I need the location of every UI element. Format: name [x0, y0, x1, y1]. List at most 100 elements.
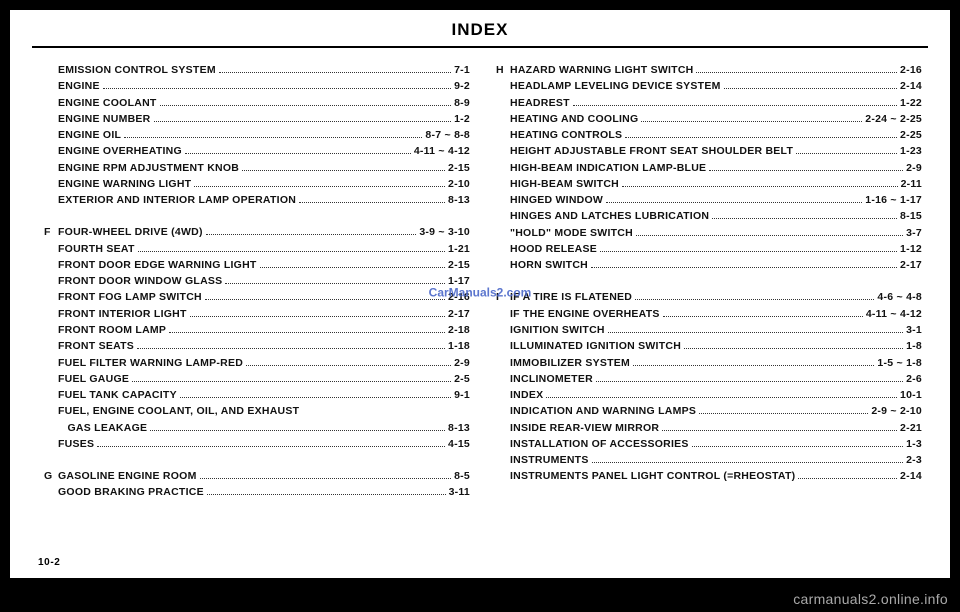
- footer-bar: carmanuals2.online.info: [0, 588, 960, 612]
- dot-leader: [573, 105, 897, 106]
- index-entry: HINGED WINDOW1-16 ~ 1-17: [496, 192, 922, 208]
- entry-page: 1-21: [448, 241, 470, 257]
- index-entry: HEATING CONTROLS2-25: [496, 127, 922, 143]
- entry-label: GAS LEAKAGE: [58, 420, 147, 436]
- entry-page: 2-17: [900, 257, 922, 273]
- entry-label: HEADREST: [510, 95, 570, 111]
- entry-label: ENGINE WARNING LIGHT: [58, 176, 191, 192]
- dot-leader: [546, 397, 897, 398]
- entry-label: INDICATION AND WARNING LAMPS: [510, 403, 696, 419]
- right-column: HHAZARD WARNING LIGHT SWITCH2-16HEADLAMP…: [496, 62, 922, 501]
- dot-leader: [150, 430, 445, 431]
- dot-leader: [242, 170, 445, 171]
- index-entry: HEIGHT ADJUSTABLE FRONT SEAT SHOULDER BE…: [496, 143, 922, 159]
- entry-page: 2-14: [900, 468, 922, 484]
- index-entry: FOURTH SEAT1-21: [44, 241, 470, 257]
- dot-leader: [635, 299, 874, 300]
- index-entry: FRONT INTERIOR LIGHT2-17: [44, 306, 470, 322]
- entry-page: 7-1: [454, 62, 470, 78]
- entry-page: 1-8: [906, 338, 922, 354]
- dot-leader: [636, 235, 903, 236]
- index-entry: EXTERIOR AND INTERIOR LAMP OPERATION8-13: [44, 192, 470, 208]
- footer-text: carmanuals2.online.info: [793, 591, 948, 607]
- entry-label: FUEL TANK CAPACITY: [58, 387, 177, 403]
- dot-leader: [798, 478, 897, 479]
- dot-leader: [591, 267, 897, 268]
- entry-label: EMISSION CONTROL SYSTEM: [58, 62, 216, 78]
- entry-page: 1-12: [900, 241, 922, 257]
- entry-page: 3-1: [906, 322, 922, 338]
- dot-leader: [662, 430, 897, 431]
- entry-page: 2-18: [448, 322, 470, 338]
- dot-leader: [260, 267, 445, 268]
- index-entry: FUEL TANK CAPACITY9-1: [44, 387, 470, 403]
- entry-page: 3-9 ~ 3-10: [419, 224, 470, 240]
- entry-page: 2-14: [900, 78, 922, 94]
- entry-label: FRONT DOOR EDGE WARNING LIGHT: [58, 257, 257, 273]
- dot-leader: [103, 88, 451, 89]
- index-entry: HIGH-BEAM SWITCH2-11: [496, 176, 922, 192]
- index-entry: INCLINOMETER2-6: [496, 371, 922, 387]
- dot-leader: [606, 202, 862, 203]
- entry-page: 2-21: [900, 420, 922, 436]
- section-letter: F: [44, 224, 58, 240]
- dot-leader: [207, 494, 446, 495]
- index-entry: ENGINE 9-2: [44, 78, 470, 94]
- index-entry: ENGINE OIL8-7 ~ 8-8: [44, 127, 470, 143]
- entry-page: 9-2: [454, 78, 470, 94]
- entry-page: 1-5 ~ 1-8: [877, 355, 922, 371]
- dot-leader: [712, 218, 897, 219]
- entry-label: HORN SWITCH: [510, 257, 588, 273]
- entry-label: IF THE ENGINE OVERHEATS: [510, 306, 660, 322]
- index-entry: INDEX10-1: [496, 387, 922, 403]
- index-entry: FUEL GAUGE2-5: [44, 371, 470, 387]
- entry-page: 1-16 ~ 1-17: [865, 192, 922, 208]
- index-entry: INSTALLATION OF ACCESSORIES1-3: [496, 436, 922, 452]
- dot-leader: [699, 413, 868, 414]
- dot-leader: [663, 316, 863, 317]
- index-entry: HEATING AND COOLING2-24 ~ 2-25: [496, 111, 922, 127]
- entry-page: 2-16: [448, 289, 470, 305]
- entry-page: 4-15: [448, 436, 470, 452]
- dot-leader: [592, 462, 903, 463]
- entry-page: 1-17: [448, 273, 470, 289]
- index-entry: HHAZARD WARNING LIGHT SWITCH2-16: [496, 62, 922, 78]
- entry-label: IGNITION SWITCH: [510, 322, 605, 338]
- entry-label: INSTALLATION OF ACCESSORIES: [510, 436, 689, 452]
- index-entry: FUEL FILTER WARNING LAMP-RED2-9: [44, 355, 470, 371]
- index-entry: INDICATION AND WARNING LAMPS2-9 ~ 2-10: [496, 403, 922, 419]
- index-entry: HORN SWITCH 2-17: [496, 257, 922, 273]
- entry-page: 2-10: [448, 176, 470, 192]
- entry-label: ENGINE: [58, 78, 100, 94]
- entry-label: HEIGHT ADJUSTABLE FRONT SEAT SHOULDER BE…: [510, 143, 793, 159]
- dot-leader: [796, 153, 897, 154]
- entry-page: 8-7 ~ 8-8: [425, 127, 470, 143]
- index-entry: HEADREST 1-22: [496, 95, 922, 111]
- index-entry: IMMOBILIZER SYSTEM 1-5 ~ 1-8: [496, 355, 922, 371]
- entry-page: 2-16: [900, 62, 922, 78]
- entry-page: 2-6: [906, 371, 922, 387]
- entry-page: 8-5: [454, 468, 470, 484]
- dot-leader: [709, 170, 903, 171]
- entry-label: ILLUMINATED IGNITION SWITCH: [510, 338, 681, 354]
- section-spacer: [44, 452, 470, 468]
- index-entry: IGNITION SWITCH 3-1: [496, 322, 922, 338]
- entry-page: 8-15: [900, 208, 922, 224]
- entry-page: 2-9: [906, 160, 922, 176]
- entry-label: IMMOBILIZER SYSTEM: [510, 355, 630, 371]
- entry-page: 1-22: [900, 95, 922, 111]
- dot-leader: [185, 153, 411, 154]
- page-number: 10-2: [38, 557, 60, 568]
- entry-label: HIGH-BEAM INDICATION LAMP-BLUE: [510, 160, 706, 176]
- index-entry: FFOUR-WHEEL DRIVE (4WD)3-9 ~ 3-10: [44, 224, 470, 240]
- entry-label: FRONT DOOR WINDOW GLASS: [58, 273, 222, 289]
- entry-page: 4-11 ~ 4-12: [414, 143, 470, 159]
- entry-page: 2-25: [900, 127, 922, 143]
- index-entry: FUSES4-15: [44, 436, 470, 452]
- index-entry: INSIDE REAR-VIEW MIRROR2-21: [496, 420, 922, 436]
- dot-leader: [180, 397, 451, 398]
- section-spacer: [496, 273, 922, 289]
- entry-page: 2-3: [906, 452, 922, 468]
- index-entry: ENGINE RPM ADJUSTMENT KNOB2-15: [44, 160, 470, 176]
- index-columns: EMISSION CONTROL SYSTEM7-1ENGINE9-2ENGIN…: [10, 48, 950, 501]
